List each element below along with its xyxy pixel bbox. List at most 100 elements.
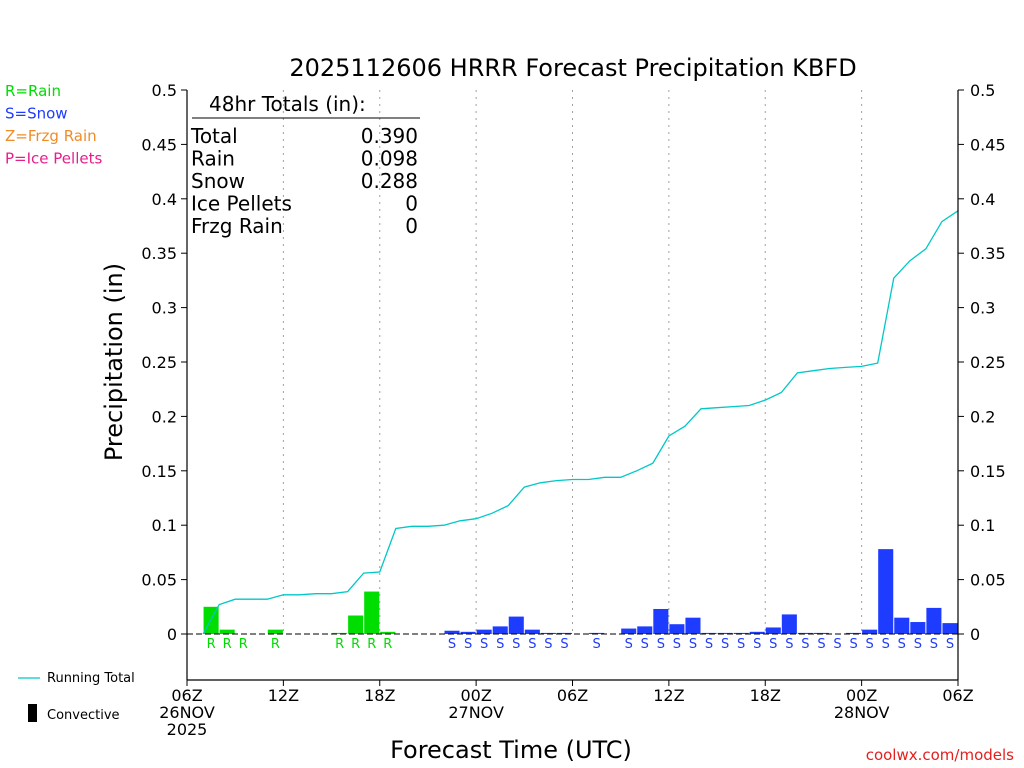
precip-type-hour-10: R <box>335 637 344 652</box>
y-tick-label-right: 0.15 <box>970 462 1006 481</box>
precip-bar-hour-23 <box>540 632 556 634</box>
precip-type-hour-20: S <box>496 637 504 652</box>
precip-bar-hour-20 <box>492 626 508 634</box>
precip-type-hour-41: S <box>833 637 841 652</box>
y-tick-label-left: 0.5 <box>152 81 177 100</box>
x-tick-label: 00Z <box>846 686 877 705</box>
precip-bar-hour-44 <box>878 549 894 634</box>
y-tick-label-right: 0.35 <box>970 244 1006 263</box>
precip-bar-hour-42 <box>846 632 862 634</box>
totals-row-value: 0.390 <box>361 124 418 148</box>
precip-bar-hour-10 <box>332 632 348 634</box>
totals-row-value: 0.098 <box>361 147 418 171</box>
precip-bar-hour-47 <box>926 607 942 634</box>
precip-type-hour-12: R <box>367 637 376 652</box>
x-tick-label: 12Z <box>268 686 299 705</box>
precip-type-hour-39: S <box>801 637 809 652</box>
y-tick-label-left: 0 <box>167 625 177 644</box>
precip-type-hour-48: S <box>946 637 954 652</box>
x-tick-label: 18Z <box>364 686 395 705</box>
precip-type-hour-28: S <box>625 637 633 652</box>
y-tick-label-left: 0.1 <box>152 516 177 535</box>
precip-bar-hour-45 <box>894 617 910 634</box>
precip-type-hour-44: S <box>882 637 890 652</box>
type-legend-z: Z=Frzg Rain <box>5 127 97 145</box>
source-credit: coolwx.com/models <box>866 746 1014 764</box>
precip-type-hour-11: R <box>351 637 360 652</box>
totals-row-label: Rain <box>191 147 235 171</box>
precip-bar-hour-6 <box>267 629 283 634</box>
totals-row-value: 0 <box>405 214 418 238</box>
type-legend-p: P=Ice Pellets <box>5 150 102 168</box>
precip-bar-hour-46 <box>910 622 926 634</box>
precip-type-hour-29: S <box>641 637 649 652</box>
y-tick-label-left: 0.35 <box>141 244 177 263</box>
x-tick-label: 27NOV <box>448 703 504 722</box>
totals-row-label: Total <box>190 124 238 148</box>
precip-bar-hour-28 <box>621 628 637 634</box>
totals-row-value: 0.288 <box>361 169 418 193</box>
precip-type-hour-24: S <box>560 637 568 652</box>
precip-bar-hour-40 <box>813 632 829 634</box>
y-tick-label-left: 0.25 <box>141 353 177 372</box>
totals-row-label: Ice Pellets <box>191 192 292 216</box>
precip-bar-hour-36 <box>749 631 765 634</box>
precip-bar-hour-48 <box>942 623 958 634</box>
precip-bar-hour-43 <box>862 629 878 634</box>
plot-area: R R R R R R R R S S S S S S S S S S S S S S S S S S S S S S S S S S S S S S0 0… <box>141 81 1005 739</box>
convective-legend: Convective <box>28 704 120 723</box>
precip-type-legend: R=Rain S=Snow Z=Frzg Rain P=Ice Pellets <box>5 82 102 168</box>
precip-bar-hour-12 <box>364 591 380 634</box>
precip-bar-hour-38 <box>781 614 797 634</box>
x-tick-label: 12Z <box>653 686 684 705</box>
x-tick-label: 28NOV <box>834 703 890 722</box>
precip-type-hour-19: S <box>480 637 488 652</box>
running-total-legend-label: Running Total <box>47 671 135 686</box>
y-axis-label: Precipitation (in) <box>100 263 128 461</box>
y-tick-label-left: 0.45 <box>141 135 177 154</box>
convective-legend-swatch <box>28 704 37 722</box>
precip-bar-hour-17 <box>444 630 460 634</box>
running-total-line <box>202 210 959 635</box>
precip-bar-hour-39 <box>797 632 813 634</box>
precip-bar-hour-22 <box>524 629 540 634</box>
totals-row-label: Snow <box>191 169 245 193</box>
precip-bar-hour-33 <box>701 632 717 634</box>
precip-type-hour-46: S <box>914 637 922 652</box>
precip-type-hour-42: S <box>849 637 857 652</box>
precip-bar-hour-37 <box>765 627 781 634</box>
precip-type-hour-23: S <box>544 637 552 652</box>
x-tick-label: 06Z <box>171 686 202 705</box>
y-tick-label-right: 0.45 <box>970 135 1006 154</box>
x-tick-label: 18Z <box>750 686 781 705</box>
y-tick-label-right: 0.25 <box>970 353 1006 372</box>
precip-type-hour-13: R <box>383 637 392 652</box>
precip-type-hour-32: S <box>689 637 697 652</box>
x-tick-label: 06Z <box>557 686 588 705</box>
precip-type-hour-18: S <box>464 637 472 652</box>
type-legend-r: R=Rain <box>5 82 61 100</box>
precip-type-hour-45: S <box>898 637 906 652</box>
precip-bar-hour-31 <box>669 624 685 634</box>
precip-bar-hour-19 <box>476 629 492 634</box>
precip-type-hour-37: S <box>769 637 777 652</box>
precip-type-hour-31: S <box>673 637 681 652</box>
running-total-legend: Running Total <box>18 671 135 686</box>
totals-header: 48hr Totals (in): <box>209 92 366 116</box>
y-tick-label-right: 0.5 <box>970 81 995 100</box>
totals-row-value: 0 <box>405 192 418 216</box>
precip-type-hour-36: S <box>753 637 761 652</box>
x-tick-label: 26NOV <box>159 703 215 722</box>
precip-type-hour-30: S <box>657 637 665 652</box>
precip-bar-hour-32 <box>685 617 701 634</box>
y-tick-label-left: 0.15 <box>141 462 177 481</box>
precip-type-hour-35: S <box>737 637 745 652</box>
x-axis-label: Forecast Time (UTC) <box>390 736 632 764</box>
precip-bar-hour-18 <box>460 631 476 634</box>
y-tick-label-right: 0.4 <box>970 190 995 209</box>
precip-type-hour-33: S <box>705 637 713 652</box>
precip-type-hour-47: S <box>930 637 938 652</box>
precip-bar-hour-26 <box>589 632 605 634</box>
precip-type-hour-3: R <box>223 637 232 652</box>
precip-type-hour-22: S <box>528 637 536 652</box>
